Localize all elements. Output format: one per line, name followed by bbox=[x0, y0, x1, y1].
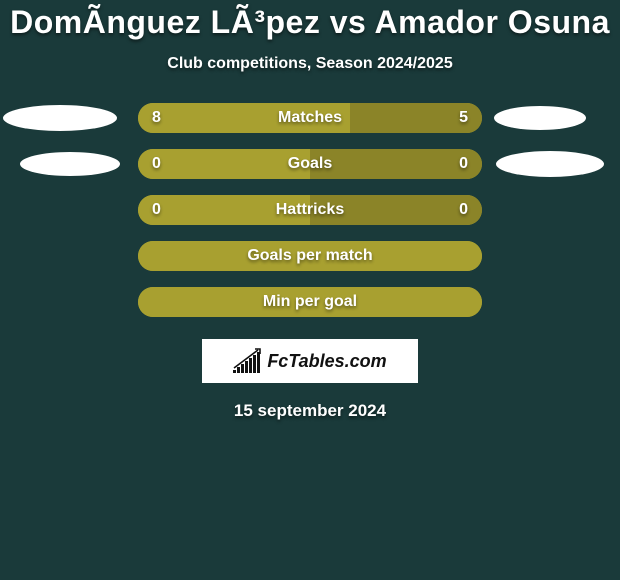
bar-label: Goals per match bbox=[247, 247, 372, 265]
logo-bars-icon bbox=[233, 350, 261, 373]
bar-value-left: 8 bbox=[152, 109, 161, 127]
bar-segment-left bbox=[138, 149, 310, 179]
bar-value-right: 0 bbox=[459, 155, 468, 173]
bar-label: Matches bbox=[278, 109, 342, 127]
bar-segment-right bbox=[310, 149, 482, 179]
bar-value-left: 0 bbox=[152, 201, 161, 219]
bar-value-left: 0 bbox=[152, 155, 161, 173]
bar-label: Min per goal bbox=[263, 293, 357, 311]
page-title: DomÃ­nguez LÃ³pez vs Amador Osuna bbox=[0, 0, 620, 41]
page-subtitle: Club competitions, Season 2024/2025 bbox=[0, 55, 620, 73]
stat-row: 8 5 Matches bbox=[0, 103, 620, 133]
comparison-rows: 8 5 Matches 0 0 Goals 0 0 Hattricks Goals per mat… bbox=[0, 103, 620, 317]
stat-row: Goals per match bbox=[0, 241, 620, 271]
stat-row: Min per goal bbox=[0, 287, 620, 317]
side-ellipse bbox=[494, 106, 586, 130]
stat-bar: Min per goal bbox=[138, 287, 482, 317]
fctables-logo: FcTables.com bbox=[202, 339, 418, 383]
side-ellipse bbox=[3, 105, 117, 131]
stat-row: 0 0 Goals bbox=[0, 149, 620, 179]
bar-value-right: 5 bbox=[459, 109, 468, 127]
stat-bar: 0 0 Goals bbox=[138, 149, 482, 179]
bar-label: Goals bbox=[288, 155, 332, 173]
bar-label: Hattricks bbox=[276, 201, 344, 219]
stat-bar: 8 5 Matches bbox=[138, 103, 482, 133]
stat-bar: Goals per match bbox=[138, 241, 482, 271]
logo-text: FcTables.com bbox=[267, 351, 386, 372]
stat-bar: 0 0 Hattricks bbox=[138, 195, 482, 225]
date-footer: 15 september 2024 bbox=[0, 401, 620, 421]
stat-row: 0 0 Hattricks bbox=[0, 195, 620, 225]
side-ellipse bbox=[20, 152, 120, 176]
bar-value-right: 0 bbox=[459, 201, 468, 219]
side-ellipse bbox=[496, 151, 604, 177]
